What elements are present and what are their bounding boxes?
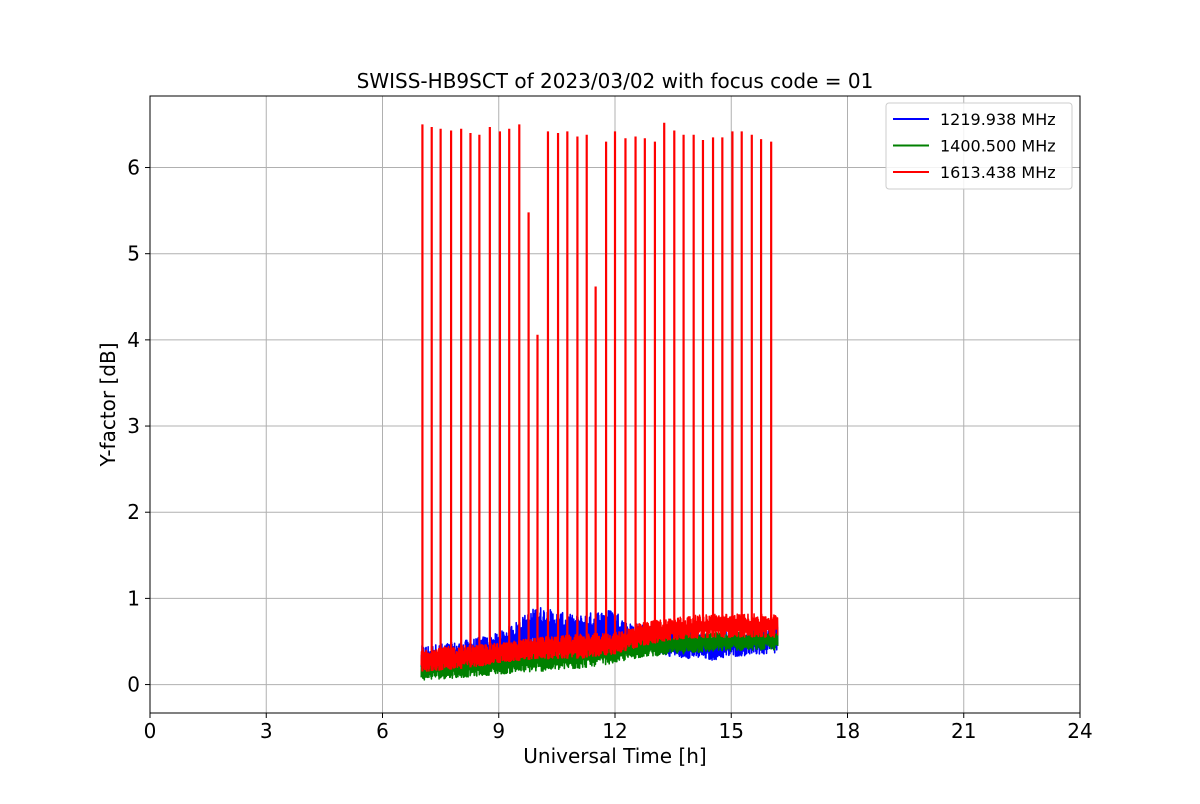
y-tick-label: 1 [127, 586, 140, 610]
legend-label: 1613.438 MHz [940, 163, 1056, 182]
legend: 1219.938 MHz 1400.500 MHz 1613.438 MHz [885, 102, 1073, 190]
legend-box [885, 102, 1073, 190]
series-3 [420, 122, 779, 672]
y-axis: 0 1 2 3 4 5 6 [127, 156, 150, 697]
chart-title: SWISS-HB9SCT of 2023/03/02 with focus co… [357, 69, 874, 93]
x-tick-label: 9 [492, 719, 505, 743]
y-tick-label: 2 [127, 500, 140, 524]
series-layer [420, 122, 779, 681]
x-tick-label: 12 [602, 719, 627, 743]
x-tick-label: 18 [835, 719, 860, 743]
y-tick-label: 4 [127, 328, 140, 352]
legend-label: 1219.938 MHz [940, 110, 1056, 129]
y-axis-label: Y-factor [dB] [96, 342, 120, 467]
x-tick-label: 15 [719, 719, 744, 743]
x-axis-label: Universal Time [h] [523, 744, 706, 768]
y-tick-label: 0 [127, 673, 140, 697]
y-tick-label: 5 [127, 242, 140, 266]
series-noise-line [420, 613, 779, 672]
legend-label: 1400.500 MHz [940, 137, 1056, 156]
x-tick-label: 0 [144, 719, 157, 743]
x-tick-label: 6 [376, 719, 389, 743]
x-axis: 0 3 6 9 12 15 18 21 24 [144, 713, 1093, 743]
x-tick-label: 24 [1067, 719, 1092, 743]
x-tick-label: 21 [951, 719, 976, 743]
y-tick-label: 3 [127, 414, 140, 438]
y-tick-label: 6 [127, 156, 140, 180]
x-tick-label: 3 [260, 719, 273, 743]
